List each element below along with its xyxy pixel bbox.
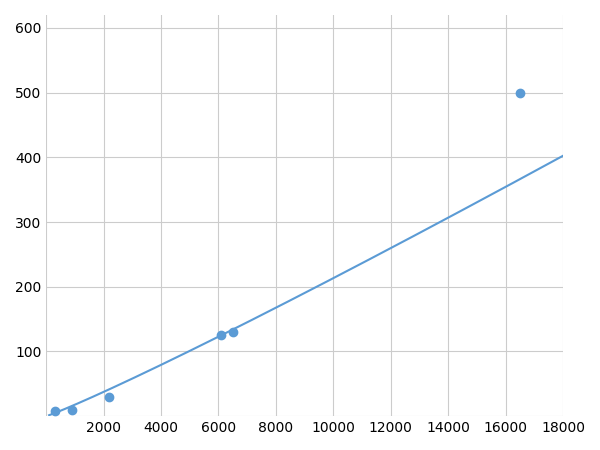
Point <box>67 406 77 413</box>
Point <box>104 393 114 400</box>
Point <box>515 89 525 96</box>
Point <box>217 332 226 339</box>
Point <box>50 407 59 414</box>
Point <box>228 328 238 336</box>
